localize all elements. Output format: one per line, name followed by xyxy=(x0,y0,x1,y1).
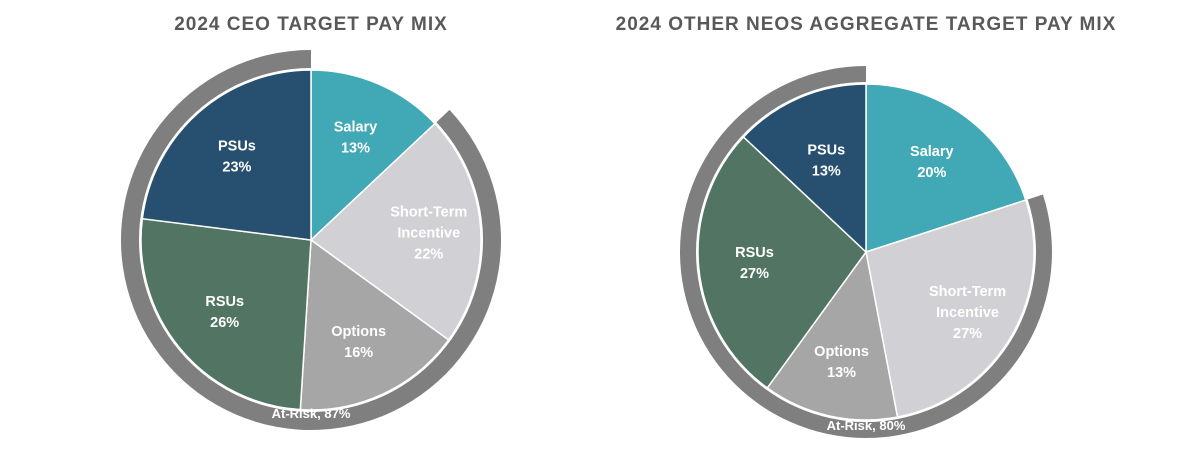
neo-slice-label-short-term-incentive: Short-Term Incentive 27% xyxy=(929,284,1006,342)
neo-chart-title: 2024 OTHER NEOS AGGREGATE TARGET PAY MIX xyxy=(615,14,1117,35)
ceo-slice-label-rsus: RSUs 26% xyxy=(205,294,244,331)
neo-slice-label-salary: Salary 20% xyxy=(910,144,954,181)
ceo-slice-rsus xyxy=(140,217,312,411)
ceo-slice-label-short-term-incentive: Short-Term Incentive 22% xyxy=(390,205,467,263)
neo-pie-chart: Salary 20% Short-Term Incentive 27% Options 13… xyxy=(679,66,1052,438)
ceo-slice-psus xyxy=(141,69,312,241)
neo-slice-psus xyxy=(742,83,867,254)
ceo-chart-title: 2024 CEO TARGET PAY MIX xyxy=(174,14,448,35)
neo-slice-salary xyxy=(865,83,1027,254)
neo-slice-label-options: Options 13% xyxy=(814,344,869,381)
ceo-pie-chart: Salary 13% Short-Term Incentive 22% Options 16… xyxy=(121,50,502,430)
ceo-at-risk-label: At-Risk, 87% xyxy=(272,406,351,421)
ceo-slice-label-options: Options 16% xyxy=(331,324,386,361)
neo-slice-rsus xyxy=(697,135,867,389)
ceo-slice-short-term-incentive xyxy=(309,122,482,341)
ceo-slice-salary xyxy=(310,69,436,242)
neo-slice-label-psus: PSUs 13% xyxy=(807,143,845,180)
neo-slice-short-term-incentive xyxy=(865,199,1035,418)
neo-slice-options xyxy=(766,250,899,421)
neo-slice-label-rsus: RSUs 27% xyxy=(735,245,774,282)
neo-at-risk-label: At-Risk, 80% xyxy=(827,418,906,433)
ceo-slice-options xyxy=(299,238,450,411)
ceo-slice-label-salary: Salary 13% xyxy=(334,120,378,157)
ceo-slice-label-psus: PSUs 23% xyxy=(218,138,256,175)
